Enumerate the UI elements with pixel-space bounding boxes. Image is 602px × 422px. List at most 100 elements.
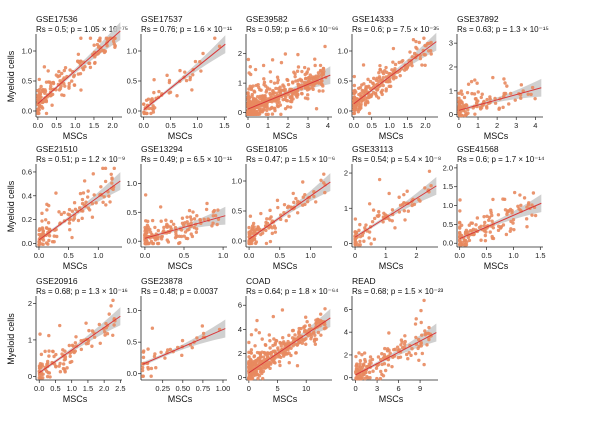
data-point bbox=[278, 341, 282, 345]
data-point bbox=[40, 211, 44, 216]
x-tick-label: 10 bbox=[302, 384, 310, 393]
regression-line bbox=[354, 185, 437, 238]
x-tick-label: 2 bbox=[414, 251, 418, 260]
data-point bbox=[366, 376, 370, 380]
data-point bbox=[62, 210, 66, 215]
data-point bbox=[184, 78, 189, 83]
data-point bbox=[364, 84, 368, 89]
data-point bbox=[405, 189, 409, 193]
panel-title: GSE20916 bbox=[36, 276, 78, 286]
data-point bbox=[303, 72, 307, 77]
panel-stat: Rs = 0.68; p = 1.5 × 10⁻²³ bbox=[352, 287, 444, 296]
data-point bbox=[153, 238, 158, 242]
data-point bbox=[44, 111, 49, 116]
data-point bbox=[309, 334, 314, 339]
data-point bbox=[501, 197, 505, 201]
data-point bbox=[510, 208, 514, 213]
data-point bbox=[171, 222, 176, 226]
data-point bbox=[293, 333, 297, 337]
data-point bbox=[303, 192, 307, 197]
data-point bbox=[94, 201, 98, 205]
data-point bbox=[423, 63, 427, 68]
data-point bbox=[388, 218, 392, 222]
data-point bbox=[497, 106, 502, 110]
data-point bbox=[62, 367, 67, 371]
data-point bbox=[38, 332, 42, 336]
data-point bbox=[409, 61, 414, 65]
data-point bbox=[276, 104, 280, 109]
x-tick-label: 0 bbox=[457, 121, 461, 130]
data-point bbox=[180, 216, 185, 220]
data-point bbox=[268, 208, 272, 213]
x-axis-label: MSCs bbox=[379, 394, 404, 404]
panel-title: GSE13294 bbox=[141, 144, 183, 154]
data-point bbox=[182, 223, 186, 228]
data-point bbox=[305, 199, 310, 204]
data-point bbox=[418, 199, 422, 203]
data-point bbox=[321, 66, 326, 71]
data-point bbox=[54, 73, 59, 77]
data-point bbox=[367, 202, 372, 206]
data-point bbox=[276, 78, 280, 82]
data-point bbox=[283, 342, 287, 347]
confidence-band bbox=[39, 307, 121, 375]
data-point bbox=[57, 210, 61, 214]
data-point bbox=[46, 361, 50, 365]
data-point bbox=[54, 227, 58, 232]
data-point bbox=[533, 96, 537, 101]
data-point bbox=[260, 337, 264, 341]
data-point bbox=[146, 219, 150, 224]
data-point bbox=[249, 348, 254, 352]
data-point bbox=[458, 209, 462, 213]
data-point bbox=[249, 100, 253, 104]
data-point bbox=[281, 97, 285, 102]
data-point bbox=[485, 106, 489, 110]
data-point bbox=[39, 84, 43, 89]
data-point bbox=[267, 360, 271, 364]
data-point bbox=[146, 365, 150, 370]
data-point bbox=[319, 69, 323, 73]
data-point bbox=[299, 83, 304, 87]
data-point bbox=[420, 351, 425, 356]
data-point bbox=[70, 359, 74, 364]
data-point bbox=[359, 102, 363, 106]
data-point bbox=[265, 221, 270, 226]
data-point bbox=[363, 376, 367, 381]
data-point bbox=[47, 349, 51, 353]
confidence-band bbox=[142, 319, 226, 367]
data-point bbox=[522, 196, 527, 200]
data-point bbox=[257, 374, 262, 378]
data-point bbox=[247, 87, 251, 91]
data-point bbox=[423, 43, 427, 48]
data-point bbox=[427, 325, 431, 330]
x-tick-label: 0.75 bbox=[196, 384, 211, 393]
x-tick-label: 1.5 bbox=[535, 251, 545, 260]
data-point bbox=[385, 79, 389, 84]
data-point bbox=[268, 239, 273, 244]
data-point bbox=[364, 98, 368, 103]
data-point bbox=[36, 96, 40, 101]
data-point bbox=[269, 106, 274, 111]
data-point bbox=[526, 203, 531, 207]
data-point bbox=[507, 102, 511, 106]
data-point bbox=[68, 354, 72, 359]
data-point bbox=[322, 181, 326, 185]
data-point bbox=[462, 95, 467, 100]
data-point bbox=[163, 356, 167, 360]
data-point bbox=[422, 362, 426, 367]
data-point bbox=[290, 80, 295, 84]
data-point bbox=[68, 68, 72, 72]
data-point bbox=[419, 344, 424, 348]
data-point bbox=[183, 70, 187, 74]
data-point bbox=[513, 98, 517, 102]
data-point bbox=[367, 362, 371, 366]
data-point bbox=[268, 339, 272, 343]
data-point bbox=[258, 94, 262, 98]
data-point bbox=[352, 91, 357, 95]
y-tick-label: 1.0 bbox=[232, 177, 242, 186]
data-point bbox=[191, 73, 195, 77]
data-point bbox=[41, 87, 45, 92]
data-point bbox=[185, 220, 189, 224]
